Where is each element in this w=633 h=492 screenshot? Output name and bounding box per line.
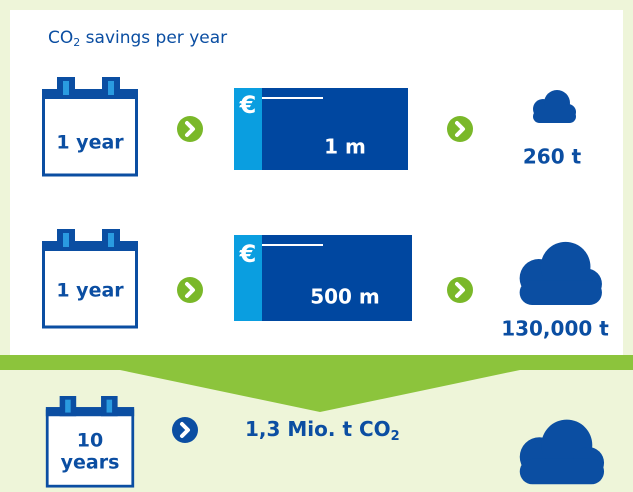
currency-sign: € bbox=[239, 91, 257, 119]
money-box bbox=[234, 235, 412, 321]
arrow bbox=[172, 417, 198, 443]
result: 130,000 t bbox=[501, 317, 609, 341]
summary-text: 1,3 Mio. t CO2 bbox=[245, 417, 400, 444]
calendar bbox=[42, 77, 138, 177]
amount: 1 m bbox=[324, 135, 366, 159]
period-label: years bbox=[61, 452, 120, 474]
summary-main: 1,3 Mio. t CO bbox=[245, 417, 391, 441]
title-rest: savings per year bbox=[80, 28, 227, 48]
title: CO2 savings per year bbox=[48, 28, 227, 49]
result: 260 t bbox=[523, 145, 582, 169]
arrow bbox=[177, 277, 203, 303]
period-label: 10 bbox=[77, 430, 103, 452]
calendar bbox=[42, 227, 138, 329]
money-strip bbox=[234, 88, 262, 170]
amount: 500 m bbox=[310, 285, 380, 309]
money-strip bbox=[234, 235, 262, 321]
arrow bbox=[177, 116, 203, 142]
title-sub: 2 bbox=[73, 36, 80, 49]
period-label: 1 year bbox=[56, 280, 124, 302]
money-box bbox=[234, 88, 408, 170]
period-label: 1 year bbox=[56, 132, 124, 154]
arrow bbox=[447, 277, 473, 303]
currency-sign: € bbox=[239, 240, 257, 268]
title-main: CO bbox=[48, 28, 73, 48]
arrow bbox=[447, 116, 473, 142]
band-arrow bbox=[0, 355, 633, 412]
summary-sub: 2 bbox=[391, 429, 400, 444]
